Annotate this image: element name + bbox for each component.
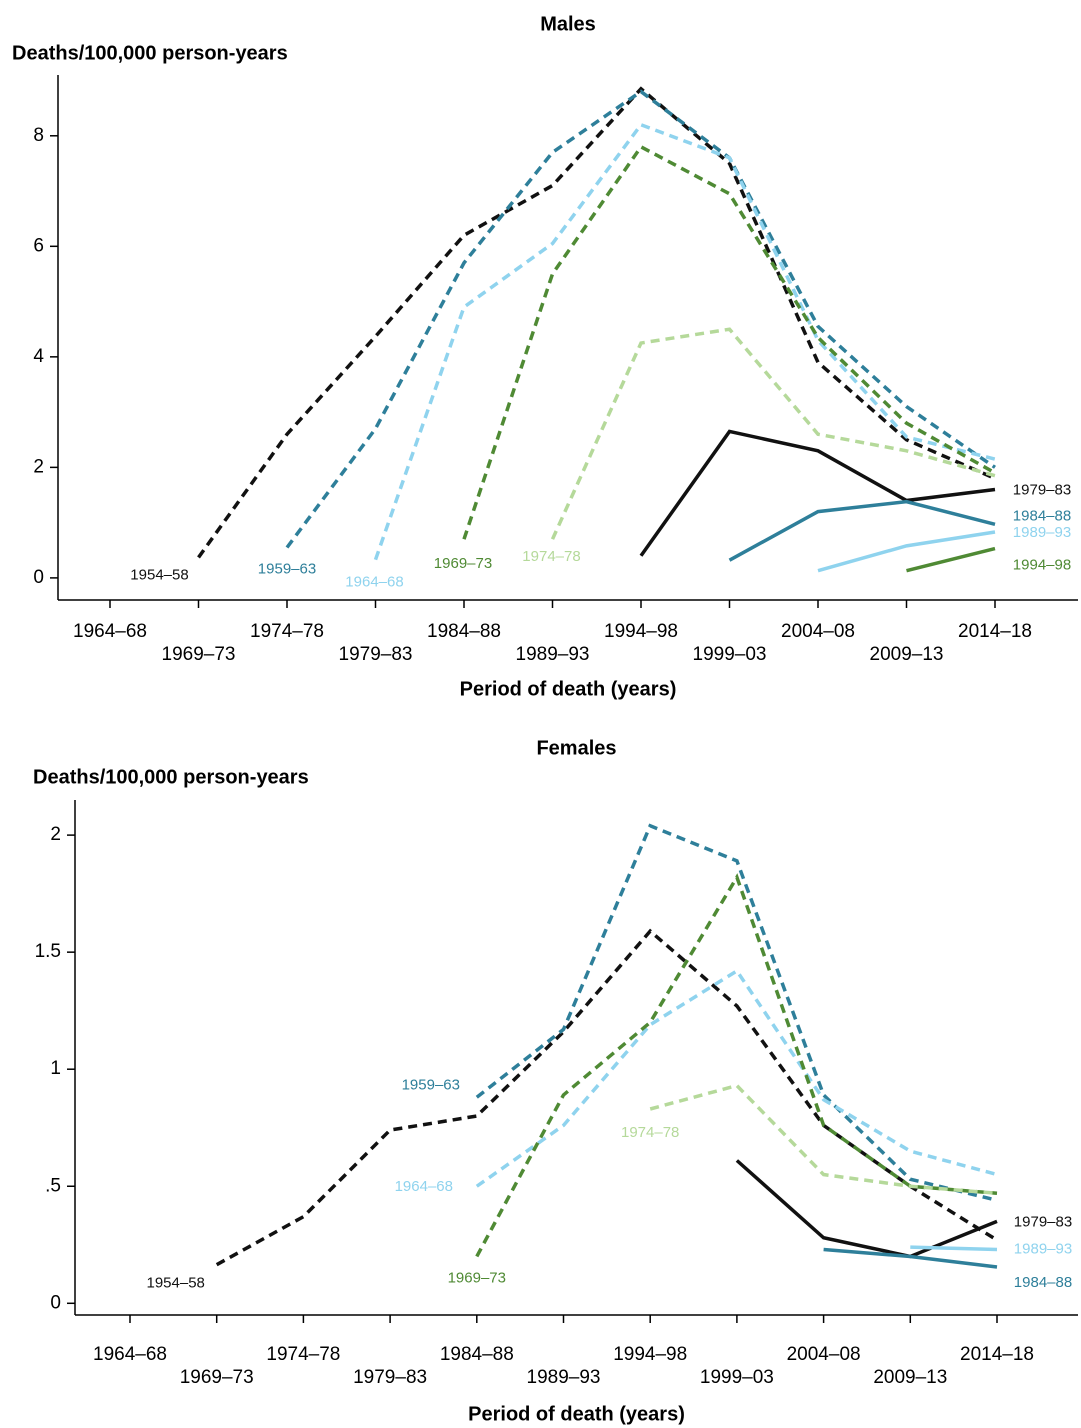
x-tick-label: 2014–18: [958, 621, 1032, 642]
x-tick-label: 1984–88: [427, 621, 501, 642]
series-label: 1974–78: [522, 548, 580, 565]
x-tick-label: 1999–03: [693, 644, 767, 665]
x-tick-label: 2014–18: [960, 1344, 1034, 1365]
x-tick-label: 1984–88: [440, 1344, 514, 1365]
series-line: [639, 429, 996, 557]
series-line: [649, 1083, 998, 1196]
x-tick-label: 1969–73: [180, 1367, 254, 1388]
series-line: [462, 144, 996, 540]
y-tick-label: 8: [33, 125, 44, 146]
series-line: [823, 1247, 998, 1269]
series-label: 1959–63: [258, 560, 316, 577]
x-tick-label: 1999–03: [700, 1367, 774, 1388]
series-line: [550, 327, 996, 540]
y-tick-label: .5: [45, 1175, 61, 1196]
x-axis-title: Period of death (years): [468, 1403, 685, 1425]
series-line: [215, 928, 998, 1267]
y-tick-label: 4: [33, 346, 44, 367]
series-label: 1969–73: [448, 1269, 506, 1286]
y-tick-label: 2: [33, 456, 44, 477]
y-tick-label: 2: [50, 824, 61, 845]
x-tick-label: 2004–08: [787, 1344, 861, 1365]
x-tick-label: 2009–13: [873, 1367, 947, 1388]
series-label: 1994–98: [1013, 557, 1071, 574]
series-label: 1974–78: [621, 1124, 679, 1141]
series-label: 1969–73: [434, 555, 492, 572]
x-tick-label: 1994–98: [604, 621, 678, 642]
y-tick-label: 6: [33, 235, 44, 256]
series-line: [906, 546, 996, 573]
series-label: 1954–58: [130, 566, 188, 583]
series-label: 1959–63: [402, 1076, 460, 1093]
series-label: 1979–83: [1014, 1213, 1072, 1230]
series-label: 1989–93: [1014, 1240, 1072, 1257]
series-line: [728, 499, 996, 562]
x-tick-label: 1964–68: [93, 1344, 167, 1365]
x-tick-label: 1964–68: [73, 621, 147, 642]
chart-title: Females: [536, 737, 616, 759]
series-line: [373, 122, 996, 561]
y-axis-title: Deaths/100,000 person-years: [12, 42, 288, 64]
x-tick-label: 1989–93: [516, 644, 590, 665]
y-tick-label: 0: [50, 1292, 61, 1313]
series-line: [735, 1159, 998, 1259]
x-tick-label: 1969–73: [162, 644, 236, 665]
series-label: 1954–58: [146, 1275, 204, 1292]
series-line: [475, 873, 998, 1258]
x-tick-label: 1974–78: [266, 1344, 340, 1365]
series-line: [475, 823, 998, 1203]
series-line: [475, 968, 998, 1188]
x-tick-label: 1994–98: [613, 1344, 687, 1365]
series-label: 1989–93: [1013, 524, 1071, 541]
series-line: [910, 1245, 998, 1252]
series-label: 1964–68: [395, 1178, 453, 1195]
y-tick-label: 1.5: [35, 941, 61, 962]
series-label: 1984–88: [1014, 1274, 1072, 1291]
x-tick-label: 1979–83: [353, 1367, 427, 1388]
y-axis-title: Deaths/100,000 person-years: [33, 766, 309, 788]
series-line: [285, 89, 996, 549]
x-tick-label: 1974–78: [250, 621, 324, 642]
x-axis-title: Period of death (years): [460, 678, 677, 700]
series-label: 1984–88: [1013, 507, 1071, 524]
series-label: 1979–83: [1013, 481, 1071, 498]
series-label: 1964–68: [345, 574, 403, 591]
x-tick-label: 1989–93: [527, 1367, 601, 1388]
x-tick-label: 2009–13: [870, 644, 944, 665]
series-line: [197, 86, 996, 559]
series-line: [817, 530, 996, 573]
y-tick-label: 1: [50, 1058, 61, 1079]
x-tick-label: 1979–83: [339, 644, 413, 665]
chart-title: Males: [540, 13, 596, 35]
x-tick-label: 2004–08: [781, 621, 855, 642]
y-tick-label: 0: [33, 567, 44, 588]
